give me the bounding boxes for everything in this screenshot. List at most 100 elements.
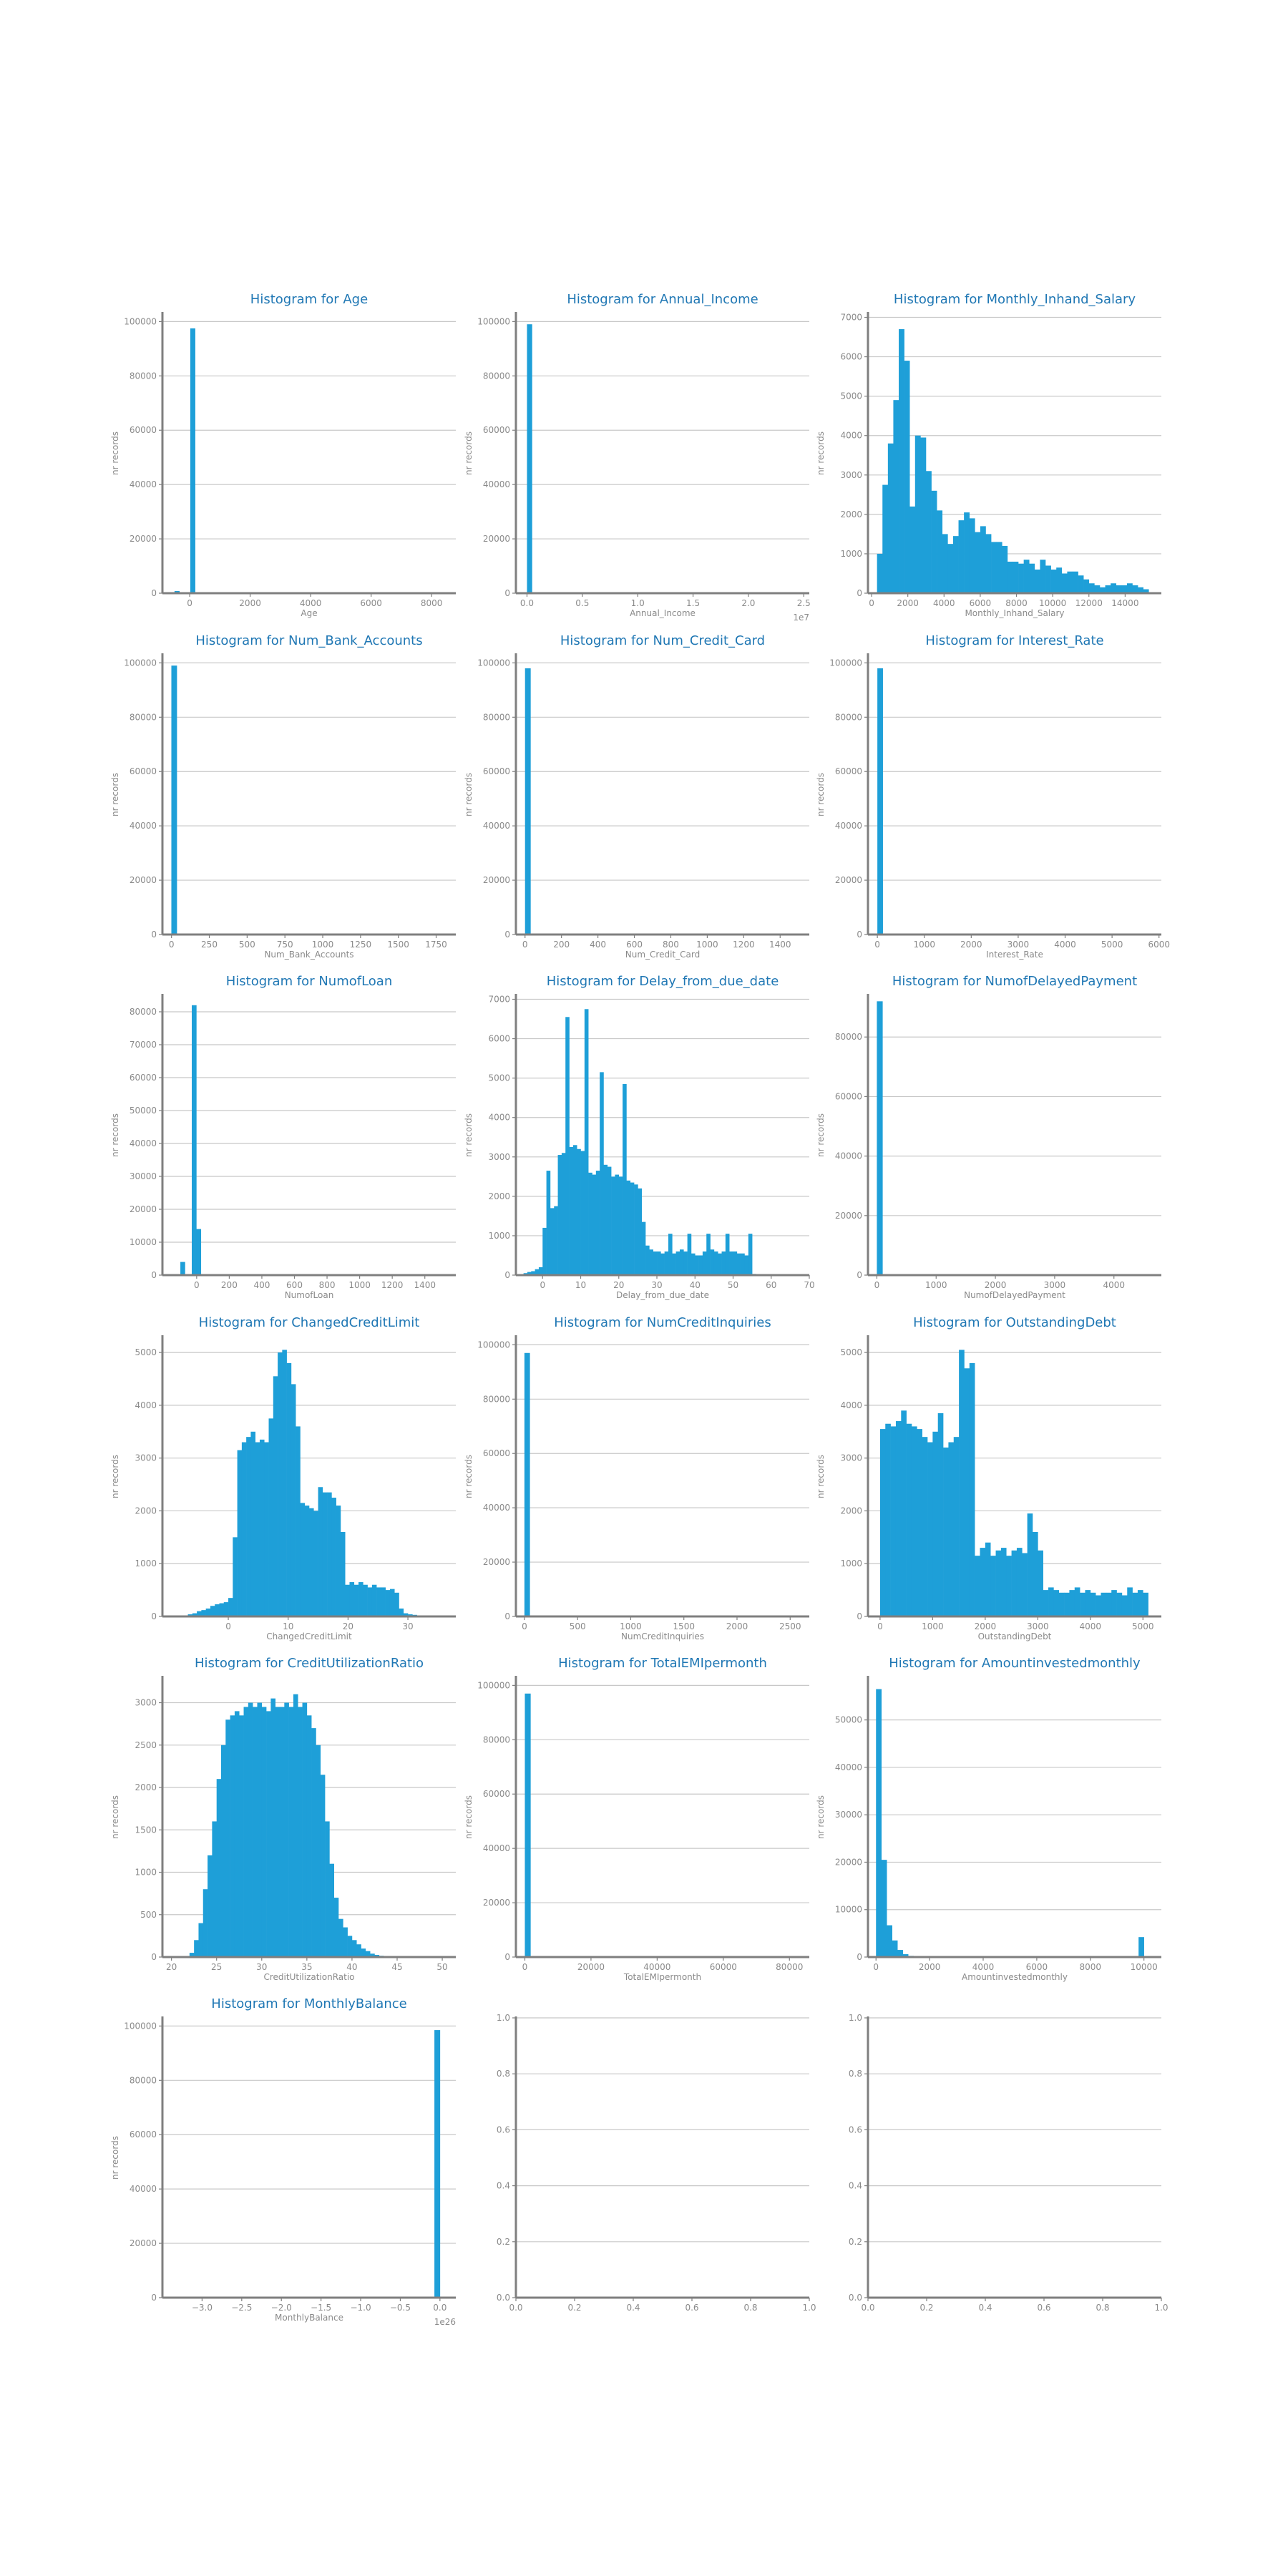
y-tick-label: 3000 xyxy=(488,1152,510,1162)
histogram-bar xyxy=(887,443,894,593)
y-tick-label: 3000 xyxy=(135,1698,157,1708)
x-tick-label: 0 xyxy=(194,1280,200,1290)
histogram-bar xyxy=(1022,1553,1028,1616)
y-tick-label: 3000 xyxy=(135,1453,157,1463)
y-tick-label: 20000 xyxy=(130,875,157,885)
x-tick-label: 35 xyxy=(301,1962,312,1972)
histogram-bar xyxy=(1132,585,1138,593)
histogram-bar xyxy=(580,1151,585,1275)
y-tick-label: 40000 xyxy=(483,821,510,831)
histogram-bar xyxy=(909,506,916,593)
histogram-bar xyxy=(1074,1587,1080,1616)
y-tick-label: 0 xyxy=(857,1611,862,1621)
x-tick-label: −0.5 xyxy=(390,2303,411,2313)
y-tick-label: 0 xyxy=(504,588,510,598)
histogram-bar xyxy=(710,1249,715,1275)
histogram-bar xyxy=(653,1251,658,1275)
histogram-bar xyxy=(952,536,959,593)
x-tick-label: 10 xyxy=(283,1621,293,1631)
y-axis-label: nr records xyxy=(816,773,826,816)
x-tick-label: 3000 xyxy=(1027,1621,1049,1631)
y-tick-label: 80000 xyxy=(835,712,862,722)
histogram-bar xyxy=(595,1171,600,1275)
x-tick-label: 50 xyxy=(436,1962,447,1972)
chart-title: Histogram for Amountinvestedmonthly xyxy=(889,1656,1141,1671)
histogram-bar xyxy=(899,329,904,593)
y-tick-label: 20000 xyxy=(835,875,862,885)
histogram-bar xyxy=(679,1249,684,1275)
x-tick-label: 4000 xyxy=(933,598,955,608)
histogram-bar xyxy=(1132,1592,1138,1616)
chart-title: Histogram for MonthlyBalance xyxy=(211,1996,406,2011)
x-tick-label: 2000 xyxy=(726,1621,748,1631)
x-tick-label: 40000 xyxy=(643,1962,670,1972)
x-tick-label: 1400 xyxy=(414,1280,436,1290)
histogram-bar xyxy=(877,553,883,593)
histogram-bar xyxy=(1040,560,1046,593)
histogram-bar xyxy=(942,534,948,593)
x-tick-label: 800 xyxy=(663,940,679,950)
y-tick-label: 7000 xyxy=(840,313,862,323)
histogram-bar xyxy=(698,1255,703,1275)
x-tick-label: 2500 xyxy=(779,1621,801,1631)
y-tick-label: 5000 xyxy=(135,1347,157,1357)
x-tick-label: 3000 xyxy=(1008,940,1030,950)
chart-panel: 0 20000 40000 60000 80000 100000 0 250 500 750 100… xyxy=(110,633,456,960)
histogram-bar xyxy=(931,490,937,593)
y-tick-label: 0.6 xyxy=(849,2124,862,2135)
histogram-bar xyxy=(261,1707,267,1957)
x-tick-label: 0 xyxy=(225,1621,231,1631)
y-tick-label: 4000 xyxy=(488,1113,510,1123)
y-tick-label: 0.2 xyxy=(497,2237,510,2247)
histogram-bar xyxy=(879,1429,886,1616)
x-tick-label: 0.5 xyxy=(575,598,589,608)
x-axis-label: Num_Credit_Card xyxy=(625,950,700,960)
histogram-bar xyxy=(219,1603,225,1616)
x-tick-label: 1000 xyxy=(348,1280,371,1290)
y-tick-label: 2000 xyxy=(135,1506,157,1516)
histogram-bar xyxy=(645,1245,650,1275)
histogram-bar xyxy=(937,1413,944,1616)
histogram-bar xyxy=(239,1715,244,1957)
x-tick-label: 4000 xyxy=(1103,1280,1125,1290)
histogram-bar xyxy=(1013,561,1019,593)
y-tick-label: 20000 xyxy=(483,1898,510,1908)
x-tick-label: 1.0 xyxy=(1154,2303,1168,2313)
y-tick-label: 40000 xyxy=(483,1503,510,1513)
histogram-bar xyxy=(641,1221,646,1275)
histogram-bar xyxy=(1143,1592,1148,1616)
x-tick-label: 0.2 xyxy=(919,2303,933,2313)
histogram-bar xyxy=(221,1745,226,1957)
y-axis-label: nr records xyxy=(464,431,474,475)
histogram-bar xyxy=(893,400,899,593)
histogram-bar xyxy=(1085,1590,1091,1616)
y-tick-label: 0 xyxy=(151,1952,157,1962)
y-tick-label: 30000 xyxy=(835,1810,862,1820)
histogram-bar xyxy=(1088,583,1095,593)
histogram-bar xyxy=(877,668,883,935)
histogram-bar xyxy=(343,1927,348,1957)
histogram-bar xyxy=(351,1940,357,1957)
x-axis-label: NumCreditInquiries xyxy=(621,1631,704,1641)
y-tick-label: 5000 xyxy=(488,1073,510,1083)
histogram-bar xyxy=(253,1707,258,1957)
histogram-bar xyxy=(370,1953,375,1957)
y-tick-label: 60000 xyxy=(483,425,510,435)
histogram-bar xyxy=(943,1447,949,1616)
histogram-bar xyxy=(306,1715,312,1957)
x-axis-label: Monthly_Inhand_Salary xyxy=(965,608,1064,618)
histogram-bar xyxy=(1116,1592,1123,1616)
histogram-bar xyxy=(634,1184,638,1275)
histogram-bar xyxy=(538,1267,543,1275)
histogram-bar xyxy=(243,1707,249,1957)
histogram-bar xyxy=(361,1948,366,1957)
chart-panel: 0 20000 40000 60000 80000 100000 0 2000 4000 6000… xyxy=(110,292,456,618)
y-tick-label: 0 xyxy=(504,1611,510,1621)
y-tick-label: 2500 xyxy=(135,1740,157,1750)
chart-title: Histogram for NumCreditInquiries xyxy=(554,1315,771,1330)
histogram-bar xyxy=(1143,589,1149,593)
x-tick-label: 4000 xyxy=(300,598,322,608)
x-tick-label: 1000 xyxy=(312,940,334,950)
histogram-bar xyxy=(212,1821,217,1957)
histogram-bar xyxy=(208,1855,213,1957)
